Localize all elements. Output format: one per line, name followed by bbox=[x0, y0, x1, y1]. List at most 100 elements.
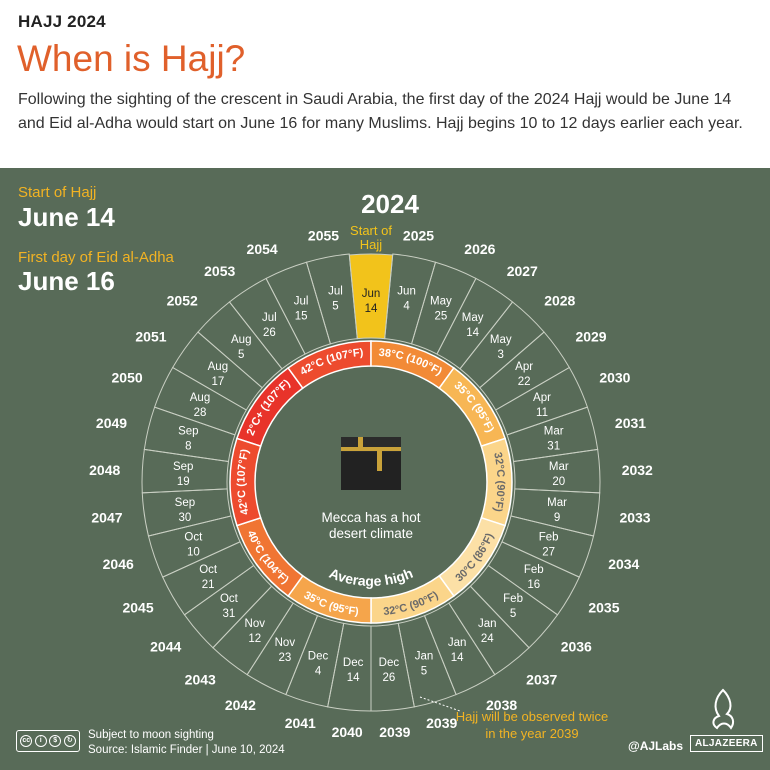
temperature-label: 42°C (107°F) bbox=[236, 448, 252, 516]
date-day-label: 31 bbox=[223, 608, 236, 620]
kicker: HAJJ 2024 bbox=[18, 12, 106, 31]
date-day-label: 14 bbox=[347, 672, 360, 684]
footer-source: Source: Islamic Finder | June 10, 2024 bbox=[88, 744, 285, 756]
date-month-label: Feb bbox=[539, 531, 559, 543]
date-month-label: Jun bbox=[362, 288, 381, 300]
date-month-label: Nov bbox=[245, 618, 266, 630]
date-day-label: 22 bbox=[518, 376, 531, 388]
date-day-label: 25 bbox=[434, 310, 447, 322]
cc-icon: cc bbox=[20, 735, 33, 747]
highlight-label-line2: Hajj bbox=[360, 237, 383, 252]
note-leader-line bbox=[419, 696, 461, 712]
start-value: June 14 bbox=[18, 202, 115, 232]
date-month-label: Jan bbox=[415, 650, 434, 662]
date-month-label: May bbox=[462, 312, 484, 324]
date-day-label: 5 bbox=[421, 665, 427, 677]
date-day-label: 14 bbox=[451, 652, 464, 664]
aljazeera-brand: ALJAZEERA bbox=[690, 735, 763, 752]
date-month-label: Jul bbox=[328, 285, 343, 297]
highlight-label-line1: Start of bbox=[350, 223, 392, 238]
year-label: 2050 bbox=[112, 370, 143, 386]
year-label: 2039 bbox=[426, 715, 457, 731]
twice-2039-note: Hajj will be observed twice in the year … bbox=[455, 709, 609, 741]
year-label: 2026 bbox=[464, 241, 495, 257]
temperature-segment bbox=[229, 437, 262, 527]
date-day-label: 4 bbox=[315, 665, 322, 677]
year-label: 2031 bbox=[615, 415, 646, 431]
date-month-label: Feb bbox=[503, 593, 523, 605]
highlight-year: 2024 bbox=[361, 189, 419, 219]
date-day-label: 21 bbox=[202, 579, 215, 591]
date-day-label: 4 bbox=[403, 300, 410, 312]
year-label: 2037 bbox=[526, 671, 557, 687]
by-icon: i bbox=[34, 735, 47, 747]
date-day-label: 5 bbox=[332, 300, 338, 312]
year-label: 2029 bbox=[575, 328, 606, 344]
date-day-label: 23 bbox=[278, 652, 291, 664]
date-month-label: Jul bbox=[294, 295, 309, 307]
date-day-label: 8 bbox=[185, 441, 191, 453]
year-label: 2044 bbox=[150, 638, 181, 654]
center-text-line2: desert climate bbox=[329, 526, 413, 541]
date-day-label: 24 bbox=[481, 633, 494, 645]
date-day-label: 31 bbox=[547, 441, 560, 453]
kaaba-icon bbox=[341, 437, 401, 490]
date-segment bbox=[305, 253, 358, 345]
year-label: 2025 bbox=[403, 228, 434, 244]
year-label: 2054 bbox=[247, 241, 278, 257]
date-day-label: 5 bbox=[238, 349, 244, 361]
average-high-label: Average high bbox=[327, 565, 415, 589]
date-day-label: 9 bbox=[554, 512, 560, 524]
year-label: 2039 bbox=[379, 724, 410, 740]
temperature-label: 32°C (90°F) bbox=[491, 451, 506, 513]
date-day-label: 20 bbox=[552, 476, 565, 488]
date-month-label: Feb bbox=[524, 564, 544, 576]
year-label: 2045 bbox=[122, 600, 153, 616]
temperature-ring bbox=[229, 340, 513, 624]
year-label: 2046 bbox=[103, 556, 134, 572]
date-day-label: 11 bbox=[536, 407, 548, 419]
year-label: 2042 bbox=[225, 697, 256, 713]
date-day-label: 14 bbox=[466, 327, 479, 339]
date-day-label: 19 bbox=[177, 476, 190, 488]
date-day-label: 30 bbox=[179, 512, 192, 524]
ajlabs-handle: @AJLabs bbox=[628, 739, 684, 753]
date-month-label: Jan bbox=[448, 637, 467, 649]
center-text-line1: Mecca has a hot bbox=[321, 510, 420, 525]
year-label: 2043 bbox=[185, 671, 216, 687]
year-label: 2040 bbox=[332, 724, 363, 740]
year-label: 2048 bbox=[89, 462, 120, 478]
cc-license-badge: cc i $ ↻ bbox=[16, 730, 80, 752]
year-label: 2035 bbox=[588, 600, 619, 616]
date-month-label: Mar bbox=[549, 461, 569, 473]
year-labels: 2025202620272028202920302031203220332034… bbox=[89, 228, 653, 740]
year-label: 2051 bbox=[135, 328, 166, 344]
date-month-label: Dec bbox=[343, 657, 364, 669]
nc-icon: $ bbox=[49, 735, 62, 747]
year-label: 2032 bbox=[622, 462, 653, 478]
year-label: 2055 bbox=[308, 228, 339, 244]
date-day-label: 14 bbox=[365, 303, 378, 315]
page-title: When is Hajj? bbox=[17, 38, 246, 79]
date-month-label: Jun bbox=[397, 285, 416, 297]
eid-value: June 16 bbox=[18, 266, 115, 296]
date-day-label: 3 bbox=[498, 349, 504, 361]
year-label: 2052 bbox=[167, 292, 198, 308]
temperature-label: 42°C+ (107°F)+ bbox=[0, 0, 293, 437]
date-month-label: May bbox=[430, 295, 452, 307]
date-month-label: Aug bbox=[231, 334, 251, 346]
date-month-label: May bbox=[490, 334, 512, 346]
date-segment bbox=[265, 261, 332, 355]
year-label: 2047 bbox=[91, 510, 122, 526]
date-day-label: 26 bbox=[263, 327, 276, 339]
date-month-label: Dec bbox=[308, 650, 329, 662]
date-month-label: Mar bbox=[547, 497, 567, 509]
date-month-label: Aug bbox=[190, 392, 210, 404]
year-label: 2028 bbox=[544, 292, 575, 308]
date-day-label: 26 bbox=[382, 672, 395, 684]
date-month-label: Sep bbox=[173, 461, 193, 473]
year-label: 2049 bbox=[96, 415, 127, 431]
header: HAJJ 2024 When is Hajj? Following the si… bbox=[0, 0, 770, 168]
sa-icon: ↻ bbox=[63, 735, 76, 747]
